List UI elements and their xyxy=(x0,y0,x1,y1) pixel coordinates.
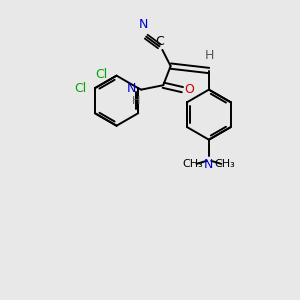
Text: CH₃: CH₃ xyxy=(215,159,236,169)
Text: Cl: Cl xyxy=(95,68,108,81)
Text: O: O xyxy=(184,83,194,96)
Text: H: H xyxy=(132,96,140,106)
Text: Cl: Cl xyxy=(74,82,86,95)
Text: N: N xyxy=(204,158,214,171)
Text: N: N xyxy=(127,82,136,95)
Text: N: N xyxy=(139,18,148,31)
Text: CH₃: CH₃ xyxy=(182,159,203,169)
Text: H: H xyxy=(205,49,214,62)
Text: C: C xyxy=(156,35,164,48)
